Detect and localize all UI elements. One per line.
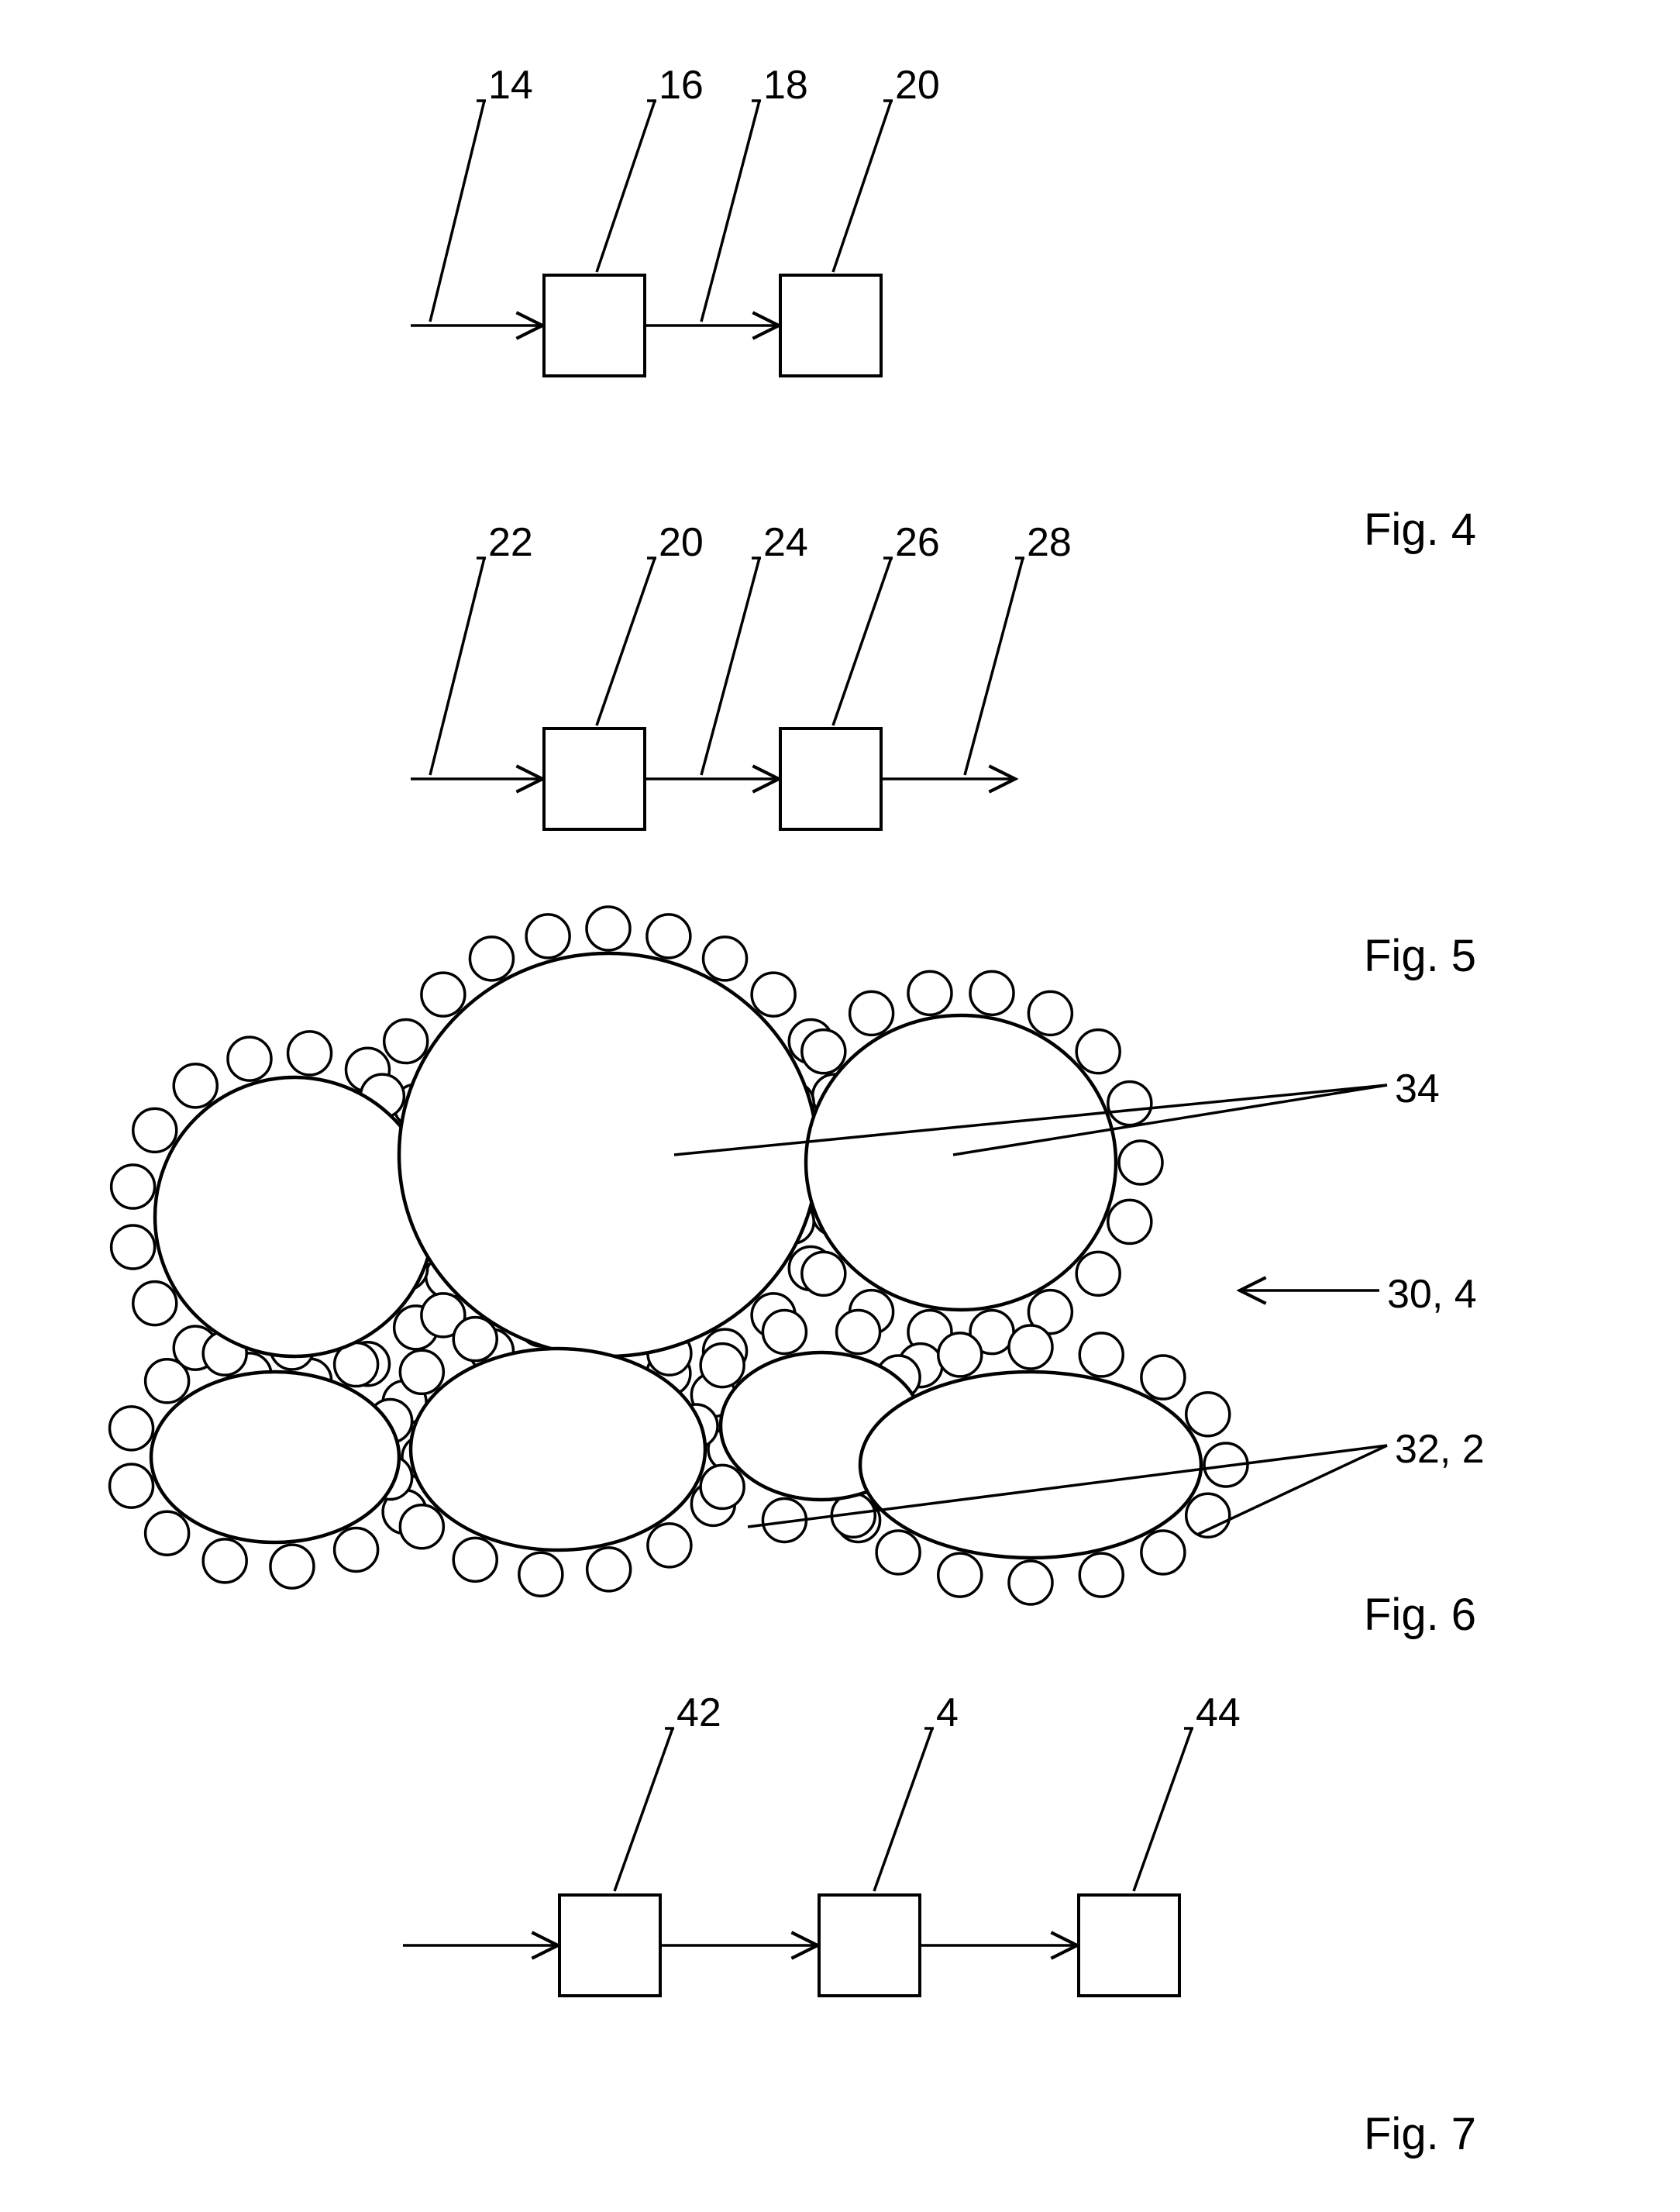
fig4-caption: Fig. 4 bbox=[1364, 504, 1476, 556]
fig5-group bbox=[411, 558, 1024, 829]
fig4-group bbox=[411, 101, 893, 376]
fig7-group bbox=[403, 1728, 1193, 1996]
label-20b: 20 bbox=[659, 519, 704, 566]
label-34: 34 bbox=[1395, 1066, 1440, 1112]
label-4: 4 bbox=[936, 1690, 959, 1736]
fig6-caption: Fig. 6 bbox=[1364, 1589, 1476, 1641]
label-30-4: 30, 4 bbox=[1387, 1271, 1477, 1318]
fig5-caption: Fig. 5 bbox=[1364, 930, 1476, 982]
label-44: 44 bbox=[1196, 1690, 1241, 1736]
label-18: 18 bbox=[763, 62, 808, 109]
fig6-group bbox=[110, 907, 1387, 1604]
label-26: 26 bbox=[895, 519, 940, 566]
label-28: 28 bbox=[1027, 519, 1072, 566]
label-20: 20 bbox=[895, 62, 940, 109]
label-22: 22 bbox=[488, 519, 533, 566]
label-42: 42 bbox=[676, 1690, 721, 1736]
label-14: 14 bbox=[488, 62, 533, 109]
label-32-2: 32, 2 bbox=[1395, 1426, 1485, 1473]
label-16: 16 bbox=[659, 62, 704, 109]
fig7-caption: Fig. 7 bbox=[1364, 2108, 1476, 2160]
label-24: 24 bbox=[763, 519, 808, 566]
